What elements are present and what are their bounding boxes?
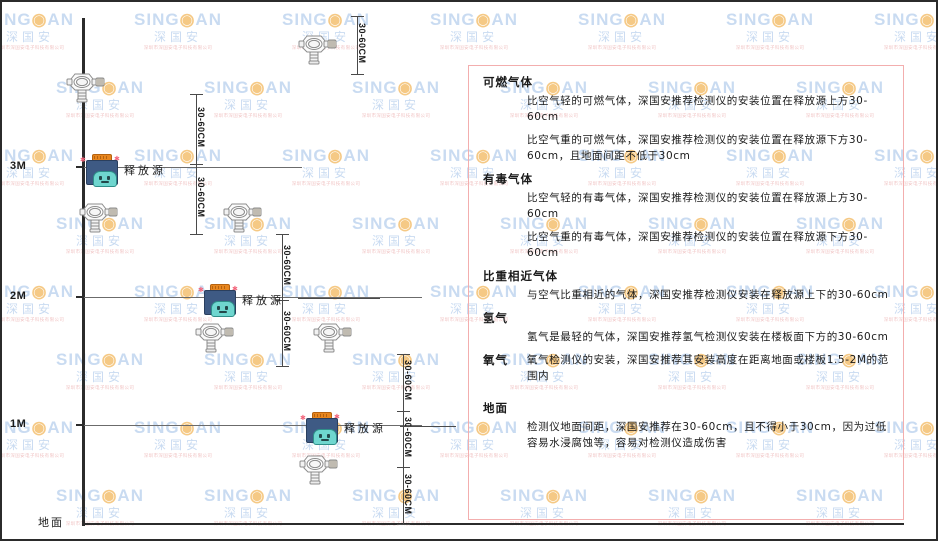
dimension-label: 30-60CM: [403, 417, 413, 458]
section-paragraph: 比空气轻的可燃气体，深国安推荐检测仪的安装位置在释放源上方30-60cm: [527, 95, 868, 123]
panel-section-combustible-gas: 可燃气体: [483, 75, 533, 89]
dimension-tick: [397, 524, 410, 525]
release-source-icon: ✱✱✱: [198, 284, 238, 317]
panel-section-hydrogen: 氢气: [483, 311, 508, 325]
dimension-label: 30-60CM: [403, 360, 413, 401]
gas-detector-icon: [78, 200, 120, 234]
release-source-icon: ✱✱✱: [80, 154, 120, 187]
section-paragraph: 比空气轻的有毒气体，深国安推荐检测仪的安装位置在释放源上方30-60cm: [527, 192, 868, 220]
dimension-label: 30-60CM: [282, 245, 292, 286]
dimension-tick: [276, 366, 289, 367]
dimension-tick: [397, 410, 410, 412]
release-source-leader: [400, 426, 456, 427]
section-paragraph: 氧气检测仪的安装，深国安推荐其安装高度在距离地面或楼板1.5-2M的范围内: [527, 354, 889, 382]
dimension-tick: [351, 16, 364, 17]
section-paragraph: 比空气重的有毒气体，深国安推荐检测仪的安装位置在释放源下方30-60cm: [527, 231, 868, 259]
release-source-label: 释放源: [124, 164, 166, 177]
level-label-3m: 3M: [10, 160, 27, 172]
gas-detector-icon: [297, 32, 339, 66]
release-source-leader: [298, 298, 380, 299]
dimension-tick: [397, 467, 410, 469]
ground-label: 地面: [38, 516, 64, 529]
level-line-3m: [82, 167, 302, 168]
panel-section-oxygen: 氧气 氧气检测仪的安装，深国安推荐其安装高度在距离地面或楼板1.5-2M的范围内: [483, 352, 891, 384]
level-tick-2m: [76, 296, 84, 298]
dimension-label: 30-60CM: [403, 473, 413, 515]
dimension-label: 30-60CM: [357, 23, 367, 64]
dimension-label: 30-60CM: [282, 311, 292, 352]
dimension-tick: [351, 74, 364, 75]
section-spacer: [483, 391, 891, 400]
gas-detector-icon: [65, 70, 107, 104]
dimension-tick: [276, 300, 289, 301]
release-source-label: 释放源: [242, 294, 284, 307]
dimension-label: 30-60CM: [196, 177, 206, 218]
level-tick-1m: [76, 424, 84, 426]
level-label-1m: 1M: [10, 418, 27, 430]
level-line-2m: [82, 297, 422, 298]
dimension-tick: [190, 164, 203, 165]
ground-axis: [82, 523, 904, 525]
dimension-line: [357, 16, 358, 74]
section-paragraph: 比空气重的可燃气体，深国安推荐检测仪的安装位置在释放源下方30-60cm，且地面…: [527, 134, 868, 162]
gas-detector-icon: [222, 200, 264, 234]
gas-detector-icon: [194, 320, 236, 354]
recommendation-panel: 可燃气体比空气轻的可燃气体，深国安推荐检测仪的安装位置在释放源上方30-60cm…: [468, 65, 904, 520]
vertical-axis: [82, 18, 85, 526]
dimension-tick: [276, 234, 289, 235]
panel-section-ground: 地面: [483, 401, 508, 415]
section-paragraph: 检测仪地面间距，深国安推荐在30-60cm，且不得小于30cm，因为过低容易水浸…: [527, 421, 887, 449]
dimension-line: [403, 354, 404, 524]
level-label-2m: 2M: [10, 290, 27, 302]
panel-section-similar-density-gas: 比重相近气体: [483, 269, 558, 283]
dimension-tick: [397, 354, 410, 355]
gas-detector-icon: [298, 452, 340, 486]
gas-detector-icon: [312, 320, 354, 354]
dimension-label: 30-60CM: [196, 107, 206, 148]
section-paragraph: 氢气是最轻的气体，深国安推荐氢气检测仪安装在楼板面下方的30-60cm: [527, 331, 889, 343]
level-tick-3m: [76, 166, 84, 168]
release-source-icon: ✱✱✱: [300, 412, 340, 445]
section-title: 氧气: [483, 353, 508, 367]
dimension-tick: [190, 234, 203, 235]
release-source-label: 释放源: [344, 422, 386, 435]
section-paragraph: 与空气比重相近的气体，深国安推荐检测仪安装在释放源上下的30-60cm: [527, 289, 889, 301]
level-line-1m: [82, 425, 422, 426]
dimension-tick: [190, 94, 203, 95]
panel-section-toxic-gas: 有毒气体: [483, 172, 533, 186]
